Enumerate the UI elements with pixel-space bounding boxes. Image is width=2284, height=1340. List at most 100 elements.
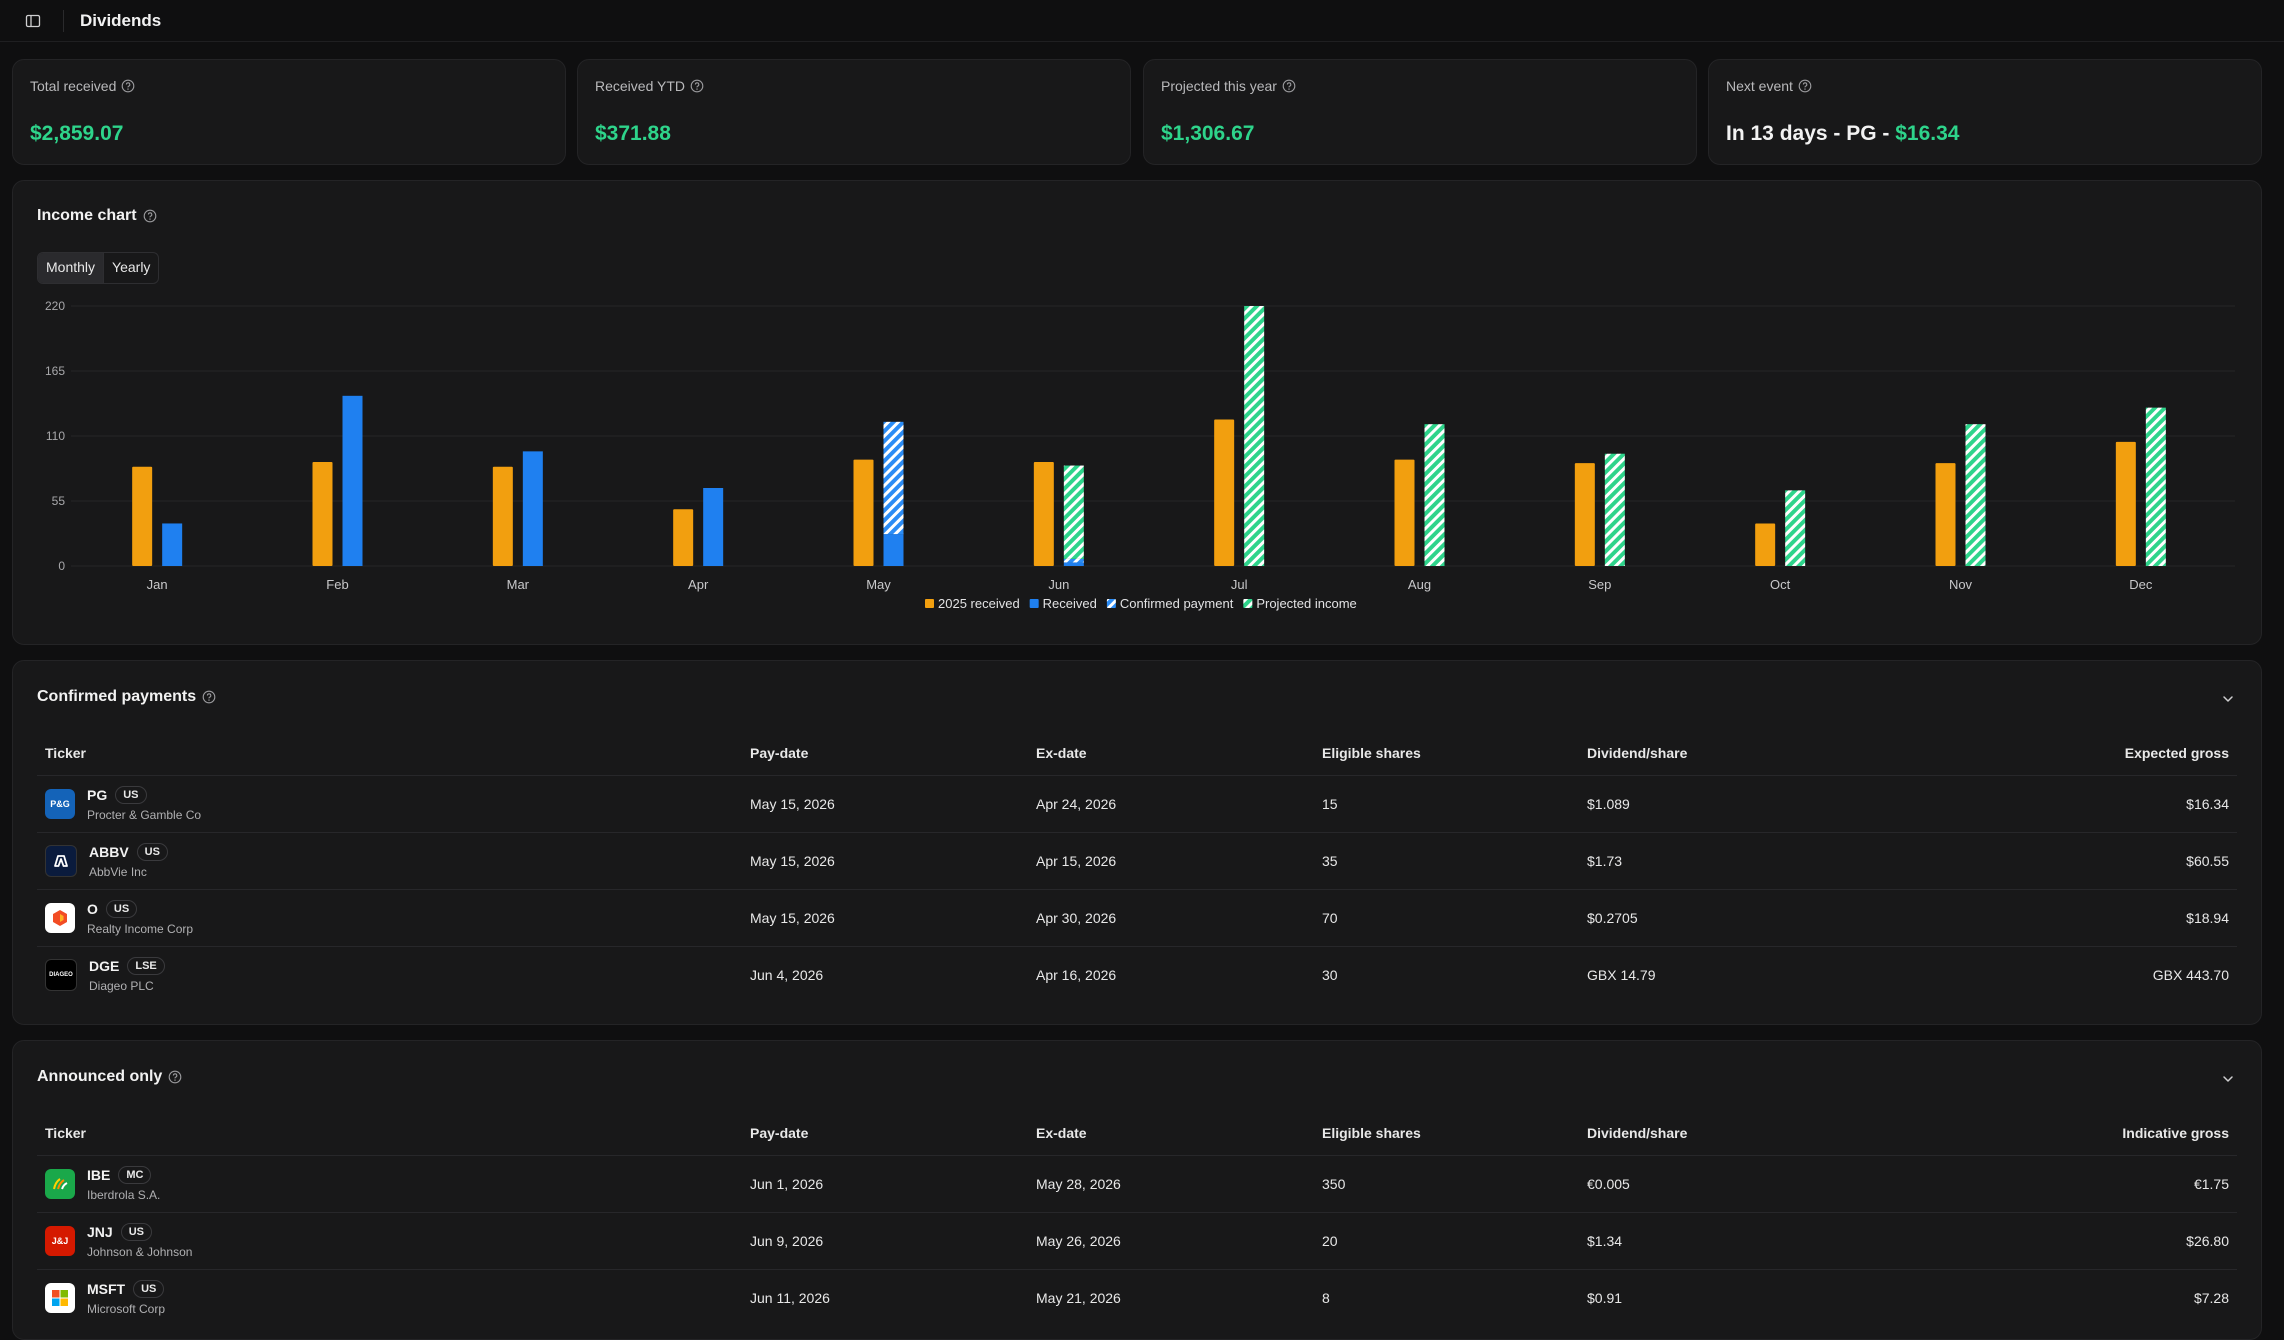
company-name: Iberdrola S.A.: [87, 1188, 161, 1202]
bar-2025-received: [853, 459, 874, 566]
bar-received: [162, 523, 183, 566]
exchange-badge: MC: [118, 1166, 152, 1184]
ticker-symbol[interactable]: ABBV: [89, 844, 129, 860]
gross-cell: $18.94: [1909, 889, 2237, 947]
bar-projected-income: [1424, 424, 1445, 566]
collapse-chevron-icon[interactable]: [2219, 690, 2237, 708]
bar-2025-received: [2115, 441, 2136, 566]
bar-received: [342, 395, 363, 566]
column-header[interactable]: Pay-date: [742, 1111, 1028, 1156]
sidebar-toggle-icon: [25, 14, 41, 27]
table-row[interactable]: MSFT US Microsoft Corp Jun 11, 2026 May 21, …: [37, 1270, 2237, 1327]
column-header[interactable]: Eligible shares: [1314, 1111, 1579, 1156]
sidebar-toggle-button[interactable]: [17, 5, 49, 37]
ex-date-cell: May 26, 2026: [1028, 1212, 1314, 1270]
ticker-symbol[interactable]: O: [87, 901, 98, 917]
ticker-symbol[interactable]: MSFT: [87, 1281, 126, 1297]
help-icon[interactable]: [202, 690, 216, 704]
pay-date-cell: Jun 1, 2026: [742, 1155, 1028, 1213]
column-header[interactable]: Dividend/share: [1579, 731, 1909, 776]
next-event-text: In 13 days - PG -: [1726, 122, 1896, 145]
period-toggle: Monthly Yearly: [37, 252, 160, 284]
income-chart-card: Income chart Monthly Yearly 0 55 110 165 220…: [12, 180, 2262, 645]
column-header[interactable]: Dividend/share: [1579, 1111, 1909, 1156]
announced-only-card: Announced only Ticker Pay-date Ex-date Elig…: [12, 1040, 2262, 1340]
exchange-badge: LSE: [127, 957, 165, 975]
column-header[interactable]: Indicative gross: [1909, 1111, 2237, 1156]
column-header[interactable]: Ex-date: [1028, 731, 1314, 776]
ticker-cell: DIAGEO DGE LSE Diageo PLC: [37, 947, 742, 1004]
help-icon[interactable]: [168, 1070, 182, 1084]
company-logo: [45, 845, 77, 877]
collapse-chevron-icon[interactable]: [2219, 1070, 2237, 1088]
ticker-symbol[interactable]: DGE: [89, 958, 120, 974]
section-title-text: Confirmed payments: [37, 688, 197, 705]
bar-2025-received: [1935, 463, 1956, 566]
eligible-shares-cell: 35: [1314, 832, 1579, 890]
eligible-shares-cell: 70: [1314, 889, 1579, 947]
ex-date-cell: Apr 30, 2026: [1028, 889, 1314, 947]
table-row[interactable]: DIAGEO DGE LSE Diageo PLC Jun 4, 2026 Apr 16,…: [37, 947, 2237, 1004]
legend-swatch: [1243, 599, 1253, 608]
bar-2025-received: [1755, 523, 1776, 566]
x-tick-label: Jul: [1231, 577, 1248, 592]
bar-projected-income: [1785, 490, 1806, 566]
toggle-monthly[interactable]: Monthly: [38, 253, 104, 283]
ticker-symbol[interactable]: PG: [87, 787, 108, 803]
table-row[interactable]: P&G PG US Procter & Gamble Co May 15, 2026 Ap…: [37, 775, 2237, 833]
table-row[interactable]: O US Realty Income Corp May 15, 2026 Apr 30,…: [37, 889, 2237, 947]
column-header[interactable]: Ticker: [37, 1111, 742, 1156]
gross-cell: $60.55: [1909, 832, 2237, 890]
bar-projected-income: [1063, 465, 1084, 559]
ticker-symbol[interactable]: JNJ: [87, 1224, 113, 1240]
toggle-yearly[interactable]: Yearly: [103, 253, 158, 283]
dividend-per-share-cell: €0.005: [1579, 1155, 1909, 1213]
help-icon[interactable]: [143, 209, 157, 223]
x-tick-label: Jun: [1048, 577, 1069, 592]
stat-card-received-ytd: Received YTD $371.88: [577, 59, 1131, 165]
stat-label: Received YTD: [595, 78, 704, 94]
x-tick-label: Feb: [326, 577, 348, 592]
x-tick-label: Mar: [507, 577, 530, 592]
column-header[interactable]: Expected gross: [1909, 731, 2237, 776]
eligible-shares-cell: 350: [1314, 1155, 1579, 1213]
ticker-cell: J&J JNJ US Johnson & Johnson: [37, 1212, 742, 1270]
stat-value: In 13 days - PG - $16.34: [1726, 122, 1959, 146]
column-header[interactable]: Eligible shares: [1314, 731, 1579, 776]
x-tick-label: Nov: [1949, 577, 1973, 592]
stat-value: $1,306.67: [1161, 122, 1255, 145]
dividend-per-share-cell: $1.34: [1579, 1212, 1909, 1270]
stat-label-text: Next event: [1726, 78, 1793, 94]
table-row[interactable]: IBE MC Iberdrola S.A. Jun 1, 2026 May 28, 20…: [37, 1155, 2237, 1213]
company-name: Procter & Gamble Co: [87, 808, 202, 822]
eligible-shares-cell: 20: [1314, 1212, 1579, 1270]
pay-date-cell: May 15, 2026: [742, 832, 1028, 890]
stat-label: Projected this year: [1161, 78, 1296, 94]
pay-date-cell: Jun 4, 2026: [750, 967, 824, 983]
column-header[interactable]: Ex-date: [1028, 1111, 1314, 1156]
table-row[interactable]: ABBV US AbbVie Inc May 15, 2026 Apr 15, 2026…: [37, 832, 2237, 890]
pay-date-cell: Jun 9, 2026: [742, 1212, 1028, 1270]
ex-date-cell: Apr 16, 2026: [1036, 967, 1117, 983]
help-icon[interactable]: [690, 79, 704, 93]
stat-card-projected-this-year: Projected this year $1,306.67: [1143, 59, 1697, 165]
ticker-symbol[interactable]: IBE: [87, 1167, 111, 1183]
help-icon[interactable]: [121, 79, 135, 93]
stat-label-text: Received YTD: [595, 78, 686, 94]
x-tick-label: Apr: [688, 577, 709, 592]
y-tick-label: 110: [46, 429, 65, 443]
gross-cell: GBX 443.70: [2152, 967, 2229, 983]
income-chart: 0 55 110 165 220 Jan Feb Mar Apr May Jun Jul Aug Sep O…: [45, 299, 2235, 611]
exchange-badge: US: [115, 786, 147, 804]
stat-value: $371.88: [595, 122, 671, 145]
bar-2025-received: [132, 466, 153, 566]
bar-received: [703, 488, 724, 566]
company-name: Diageo PLC: [89, 979, 154, 993]
ex-date-cell: Apr 15, 2026: [1028, 832, 1314, 890]
help-icon[interactable]: [1282, 79, 1296, 93]
column-header[interactable]: Pay-date: [742, 731, 1028, 776]
table-row[interactable]: J&J JNJ US Johnson & Johnson Jun 9, 2026 May …: [37, 1212, 2237, 1270]
gross-cell: €1.75: [1909, 1155, 2237, 1213]
help-icon[interactable]: [1798, 79, 1812, 93]
column-header[interactable]: Ticker: [37, 731, 742, 776]
